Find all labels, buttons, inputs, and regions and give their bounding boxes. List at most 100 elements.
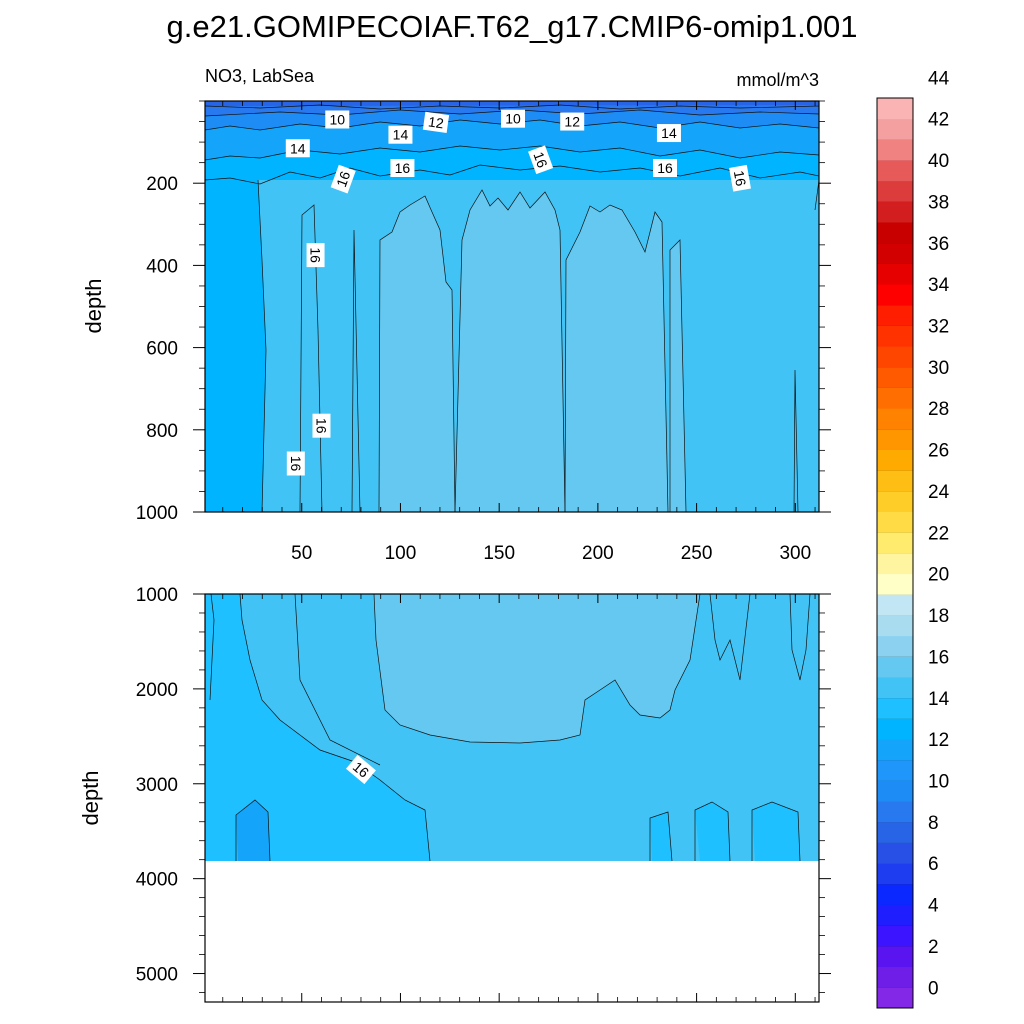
colorbar-swatch (877, 118, 913, 140)
colorbar-swatch (877, 987, 913, 1009)
contour-label: 16 (286, 451, 305, 476)
colorbar-swatch (877, 470, 913, 492)
contour-label: 12 (560, 112, 585, 131)
colorbar-swatch (877, 180, 913, 202)
contour-label-text: 16 (313, 418, 329, 434)
y-tick-label: 600 (146, 339, 178, 360)
upper-fill-18-20-b (455, 190, 565, 512)
lower-panel: 16 1000 2000 3000 4000 5000 depth (78, 585, 831, 1003)
colorbar-label: 40 (928, 151, 949, 172)
contour-label-box (285, 139, 310, 158)
colorbar-swatch (877, 718, 913, 740)
colorbar-swatch (877, 408, 913, 430)
upper-fill-14-16-left (205, 180, 266, 512)
contour-label: 16 (729, 164, 751, 192)
colorbar-swatch (877, 842, 913, 864)
colorbar-swatch (877, 263, 913, 285)
colorbar-label: 32 (928, 317, 949, 338)
colorbar-swatch (877, 594, 913, 616)
colorbar-swatch (877, 635, 913, 657)
colorbar-swatch (877, 532, 913, 554)
colorbar-swatch (877, 284, 913, 306)
lower-fill-18-20 (374, 594, 700, 743)
units-label: mmol/m^3 (737, 70, 819, 90)
colorbar-swatch (877, 553, 913, 575)
contour-label-box (330, 164, 356, 194)
colorbar-swatch (877, 511, 913, 533)
colorbar-swatch (877, 304, 913, 326)
upper-ylabel: depth (81, 278, 106, 333)
contour-label-box (388, 125, 413, 144)
colorbar-swatch (877, 821, 913, 843)
contour-label: 16 (653, 158, 678, 177)
colorbar-swatch (877, 139, 913, 161)
contour-label: 10 (500, 109, 525, 128)
contour-label: 14 (285, 139, 310, 158)
colorbar-label: 24 (928, 482, 950, 503)
colorbar-label: 2 (928, 937, 939, 958)
contour-label-box (306, 243, 325, 268)
colorbar-swatch (877, 98, 913, 120)
lower-no-data-region (205, 861, 819, 1002)
colorbar-swatch (877, 739, 913, 761)
colorbar-label: 14 (928, 689, 950, 710)
colorbar-label: 20 (928, 565, 949, 586)
lower-fill-14-16-c (695, 802, 730, 861)
colorbar-swatch (877, 242, 913, 264)
contour-label-box (286, 451, 305, 476)
colorbar-swatch (877, 677, 913, 699)
contour-label-box (345, 754, 376, 785)
upper-contour-labels: 10 12 10 12 14 14 14 16 16 16 16 16 16 16 16 (285, 109, 751, 476)
x-tick-label: 50 (291, 543, 312, 564)
upper-y-axis: 200 400 600 800 1000 (136, 100, 831, 524)
colorbar-frame (876, 97, 914, 1009)
contour-label-box (528, 145, 554, 175)
colorbar-swatch (877, 801, 913, 823)
colorbar-label: 44 (928, 68, 950, 89)
x-tick-label: 300 (779, 543, 811, 564)
upper-fill-18-20-c (565, 205, 668, 512)
colorbar-swatch (877, 366, 913, 388)
contour-label: 16 (345, 754, 376, 785)
contour-label-text: 16 (288, 456, 304, 472)
contour-label-box (500, 109, 525, 128)
colorbar-swatch (877, 387, 913, 409)
colorbar-label: 30 (928, 358, 949, 379)
colorbar-label: 10 (928, 772, 949, 793)
colorbar-swatch (877, 573, 913, 595)
upper-panel: 10 12 10 12 14 14 14 16 16 16 16 16 16 16 16 50 100 150 2… (81, 100, 831, 564)
figure-title: g.e21.GOMIPECOIAF.T62_g17.CMIP6-omip1.00… (167, 9, 858, 44)
contour-label-text: 14 (393, 127, 409, 143)
contour-label-box (729, 164, 751, 192)
y-tick-label: 800 (146, 421, 178, 442)
colorbar-label: 12 (928, 730, 949, 751)
contour-label-box (390, 158, 415, 177)
colorbar-swatch (877, 346, 913, 368)
contour-label: 16 (306, 243, 325, 268)
colorbar-swatch (877, 656, 913, 678)
contour-label-box (312, 413, 331, 438)
x-tick-label: 150 (483, 543, 515, 564)
colorbar-swatch (877, 945, 913, 968)
colorbar-swatch (877, 966, 913, 988)
colorbar-swatch (877, 490, 913, 513)
colorbar-label: 28 (928, 399, 949, 420)
lower-contour-field (205, 594, 819, 1002)
y-tick-label: 400 (146, 256, 178, 277)
contour-label-text: 14 (290, 140, 306, 156)
upper-contour-field (205, 101, 819, 512)
contour-label-box (560, 112, 585, 131)
lower-fill-12-14-a (236, 800, 270, 861)
y-tick-label: 3000 (136, 775, 178, 796)
colorbar-swatch (877, 759, 913, 781)
y-tick-label: 2000 (136, 680, 178, 701)
colorbar-swatch (877, 201, 913, 223)
colorbar-label: 0 (928, 978, 939, 999)
contour-label-box (422, 111, 450, 133)
contour-label: 14 (656, 124, 681, 143)
colorbar-label: 34 (928, 275, 950, 296)
contour-label-box (325, 110, 350, 129)
upper-fill-6-8 (205, 101, 819, 106)
colorbar-swatch (877, 863, 913, 885)
